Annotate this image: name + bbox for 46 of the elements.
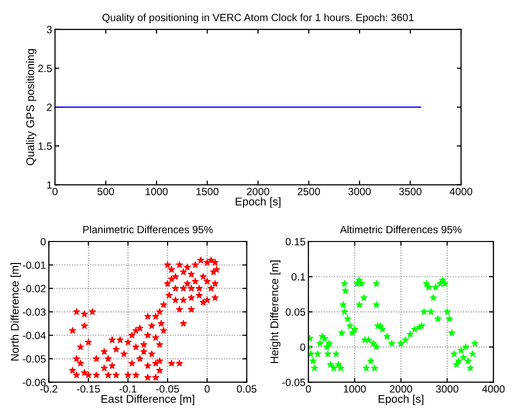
x-tick-label: -0.15 [77,385,100,393]
x-tick-label: 4000 [450,188,472,196]
y-tick-label: 1 [47,181,52,189]
x-axis-title: East Difference [m] [102,394,194,406]
y-tick-label: -0.06 [22,378,46,386]
y-tick-label: -0.02 [22,284,46,292]
y-tick-label: -0.05 [22,355,46,363]
y-tick-label: 1.5 [38,142,52,150]
x-tick-label: 2000 [246,188,270,196]
y-axis-title: Height Difference [m] [270,260,280,364]
x-tick-label: 3000 [348,188,371,196]
x-tick-label: 3500 [399,188,422,196]
x-tick-label: 2500 [298,188,320,196]
x-tick-label: 0 [306,385,311,393]
x-tick-label: 1000 [146,188,168,196]
y-tick-label: 2.5 [38,64,52,72]
y-tick-label: 0.1 [292,273,306,281]
x-tick-label: 1500 [196,188,218,196]
chart-title: Altimetric Differences 95% [340,226,462,234]
x-tick-label: 500 [97,188,114,196]
x-tick-label: 1000 [344,385,366,393]
y-tick-label: 0.15 [286,238,306,246]
x-tick-label: -0.2 [40,385,58,393]
y-tick-label: -0.05 [282,378,306,386]
y-tick-label: 0 [300,344,306,351]
y-axis-title: Quality GPS positioning [26,49,36,166]
x-tick-label: 0 [204,385,210,393]
x-tick-label: -0.05 [156,385,179,393]
y-tick-label: 0.05 [286,308,306,316]
x-axis-title: Epoch [s] [236,197,280,208]
y-tick-label: -0.03 [22,308,46,316]
y-tick-label: 3 [46,26,52,34]
x-axis-title: Epoch [s] [378,394,424,406]
x-tick-label: 3000 [436,385,458,393]
x-tick-label: 2000 [390,385,412,393]
x-tick-label: 0.05 [236,385,256,393]
x-tick-label: -0.1 [119,385,136,393]
y-tick-label: 2 [46,104,52,111]
y-tick-label: -0.01 [22,261,46,269]
y-tick-label: 0 [40,238,46,246]
y-tick-label: -0.04 [22,332,46,340]
y-axis-title: North Difference [m] [10,263,21,361]
x-tick-label: 4000 [482,385,505,393]
x-tick-label: 0 [52,188,58,196]
chart-title: Quality of positioning in VERC Atom Clock for 1 hours. Epoch: 3601 [102,14,414,24]
chart-title: Planimetric Differences 95% [83,226,213,234]
